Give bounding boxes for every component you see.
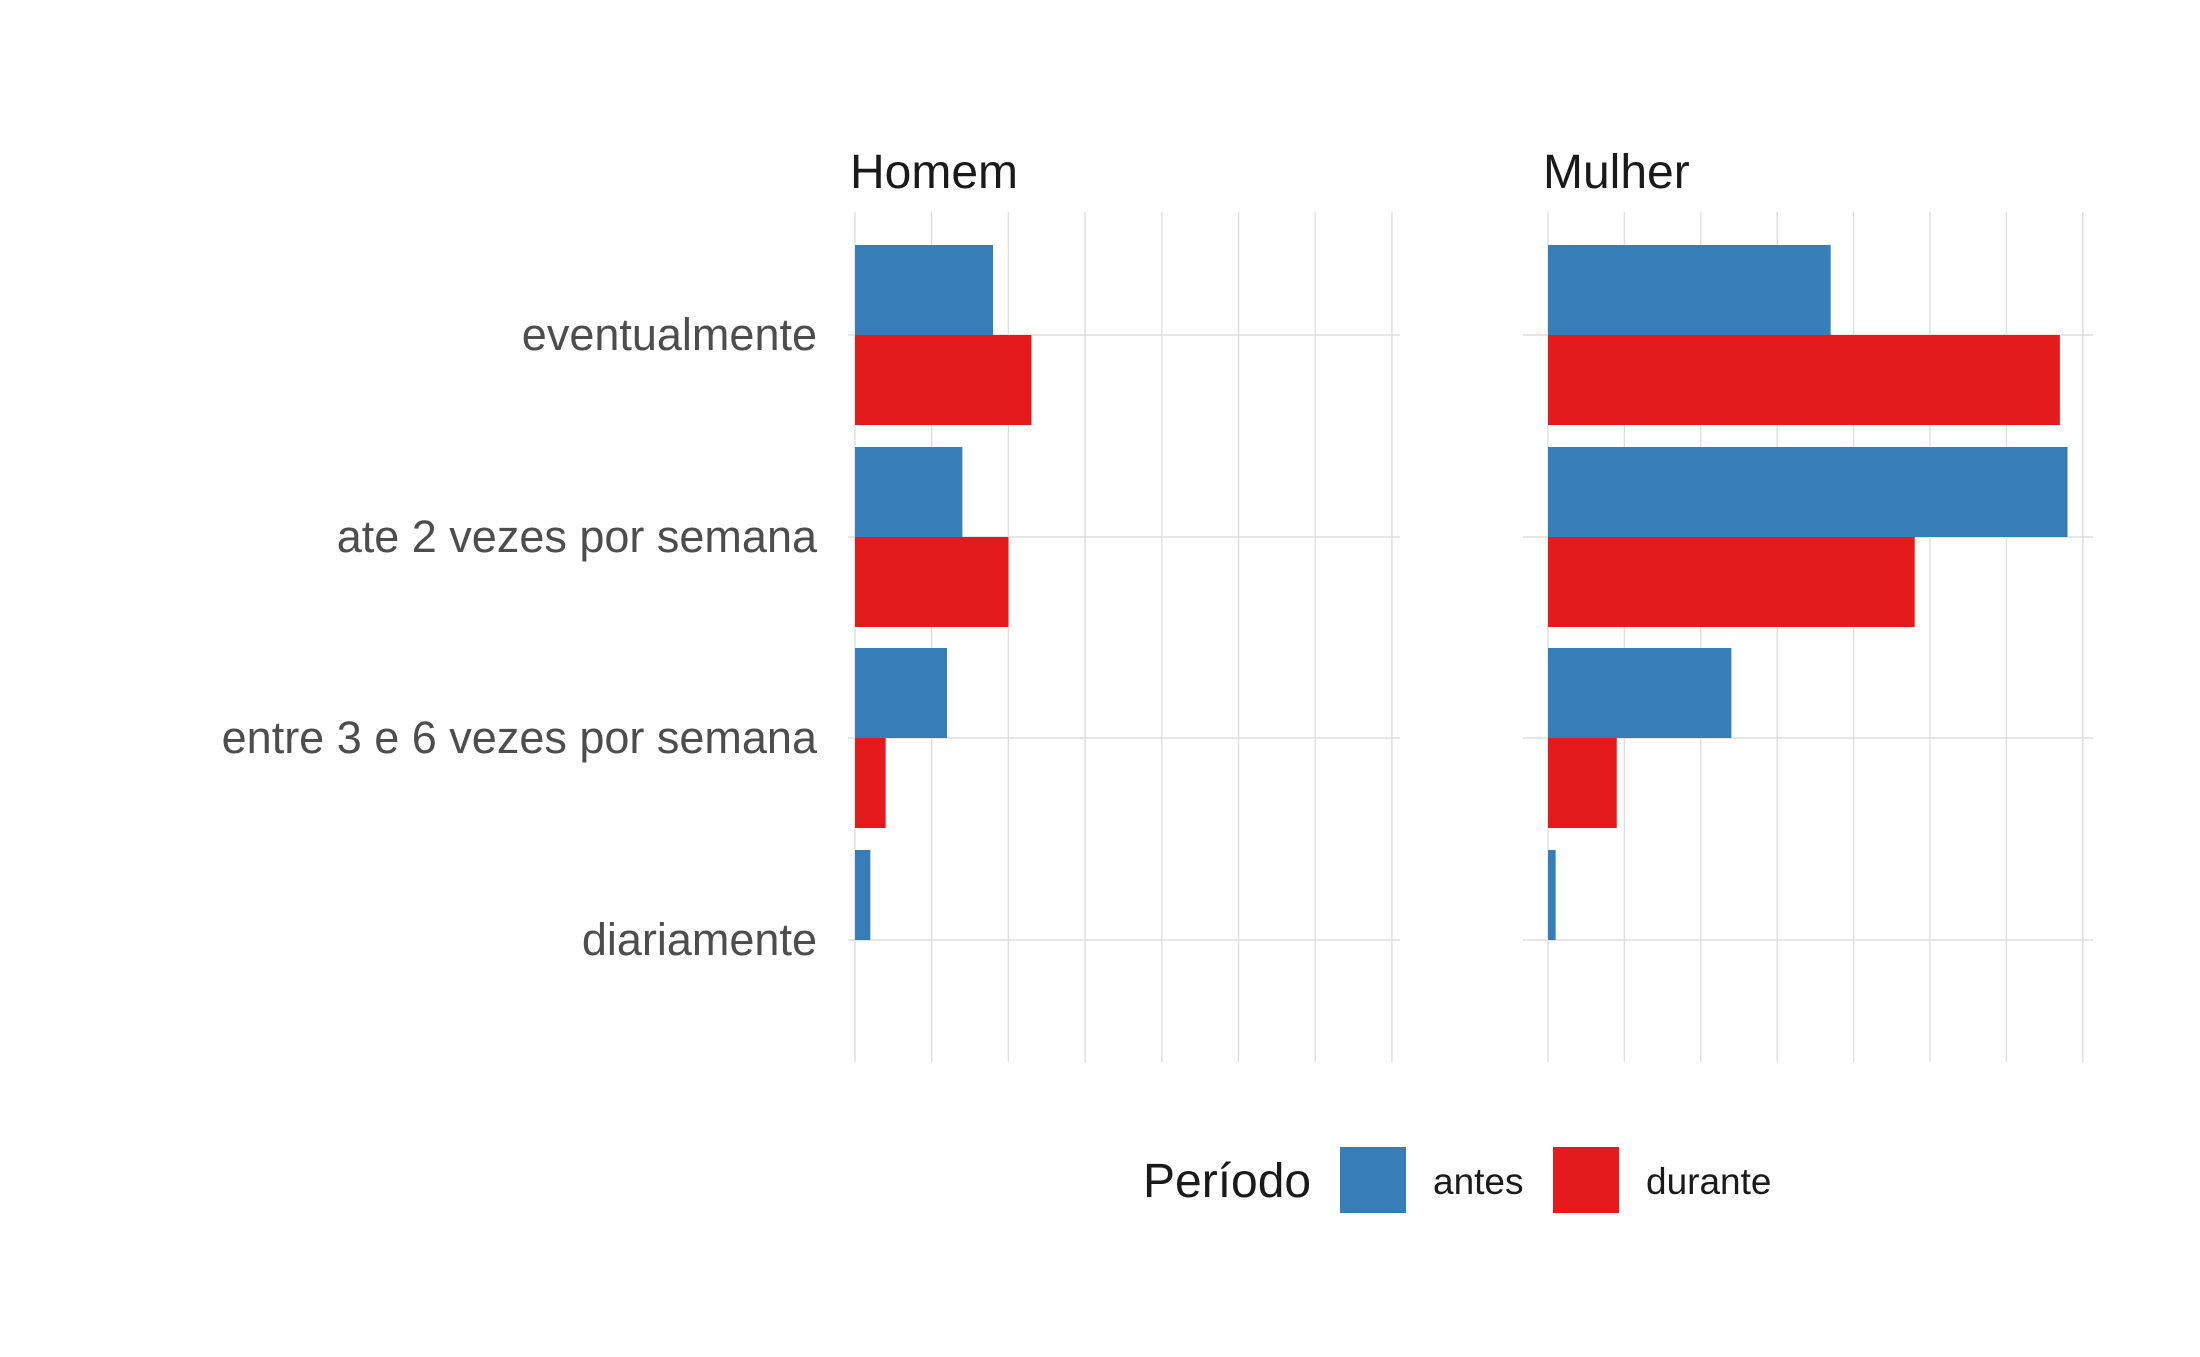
bar-antes xyxy=(855,648,948,738)
bar-antes xyxy=(1548,850,1556,940)
bar-antes xyxy=(1548,245,1831,335)
bar-durante xyxy=(1548,537,1915,627)
facet-title: Mulher xyxy=(1543,146,1690,199)
category-label: entre 3 e 6 vezes por semana xyxy=(222,712,818,763)
legend-key-durante xyxy=(1553,1147,1619,1213)
panel-homem: Homem xyxy=(848,146,1400,1062)
category-label: eventualmente xyxy=(522,309,817,360)
bar-durante xyxy=(1548,335,2060,425)
bar-antes xyxy=(855,245,994,335)
bar-durante xyxy=(855,738,886,828)
bar-antes xyxy=(1548,648,1732,738)
legend: Período antes durante xyxy=(1143,1147,1772,1213)
legend-key-antes xyxy=(1340,1147,1406,1213)
category-label: diariamente xyxy=(582,914,817,965)
bar-antes xyxy=(1548,447,2068,537)
legend-title: Período xyxy=(1143,1155,1311,1208)
legend-label-durante: durante xyxy=(1646,1161,1772,1202)
bar-antes xyxy=(855,447,963,537)
category-label: ate 2 vezes por semana xyxy=(337,511,818,562)
bar-antes xyxy=(855,850,871,940)
legend-label-antes: antes xyxy=(1433,1161,1524,1202)
bar-durante xyxy=(855,335,1032,425)
panel-mulher: Mulher xyxy=(1523,146,2093,1062)
facet-title: Homem xyxy=(850,146,1018,199)
bar-durante xyxy=(855,537,1009,627)
bar-durante xyxy=(1548,738,1617,828)
